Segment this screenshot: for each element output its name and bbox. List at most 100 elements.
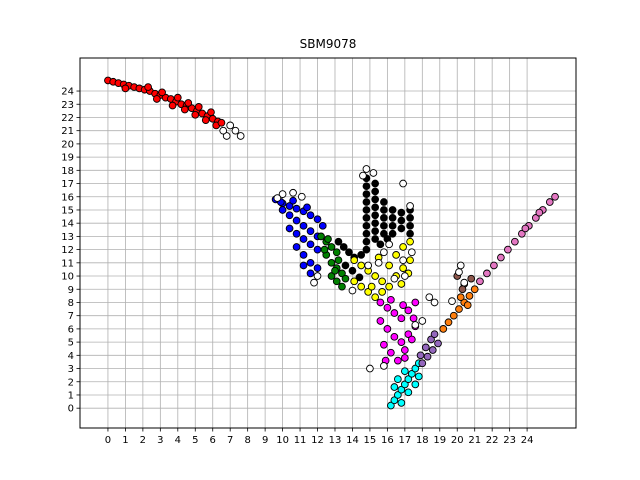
data-point-6-0 xyxy=(387,401,395,410)
data-point-1-27 xyxy=(318,221,327,230)
data-point-10-0 xyxy=(476,277,484,286)
data-point-5-0 xyxy=(376,298,385,307)
y-tick-label-23: 23 xyxy=(61,100,74,111)
data-point-10-4 xyxy=(504,245,512,254)
data-point-8-8 xyxy=(463,301,472,309)
data-point-4-19 xyxy=(367,282,376,291)
x-tick-label-18: 18 xyxy=(416,435,429,446)
data-point-6-5 xyxy=(404,375,413,383)
y-tick-label-1: 1 xyxy=(68,390,74,401)
y-tick-label-13: 13 xyxy=(61,232,74,243)
data-point-3-5 xyxy=(348,266,357,275)
y-tick-label-7: 7 xyxy=(68,311,74,322)
data-point-5-13 xyxy=(387,348,395,357)
data-point-5-6 xyxy=(376,317,385,325)
data-point-6-10 xyxy=(400,367,409,376)
data-point-3-18 xyxy=(371,187,380,196)
data-point-1-6 xyxy=(313,215,322,224)
y-tick-label-21: 21 xyxy=(61,126,74,137)
x-tick-label-11: 11 xyxy=(294,435,307,446)
x-tick-label-22: 22 xyxy=(486,435,499,446)
data-point-3-8 xyxy=(362,182,371,191)
data-point-11-0 xyxy=(226,121,235,130)
data-point-11-33 xyxy=(348,286,357,295)
data-point-5-15 xyxy=(400,346,409,354)
data-point-3-28 xyxy=(380,221,388,230)
x-tick-label-23: 23 xyxy=(503,435,516,446)
data-point-0-33 xyxy=(201,116,210,124)
data-point-4-10 xyxy=(385,282,393,291)
data-point-11-29 xyxy=(385,240,393,249)
data-point-0-30 xyxy=(168,101,177,110)
data-point-6-12 xyxy=(404,388,413,397)
series-9 xyxy=(453,272,476,294)
data-point-3-17 xyxy=(371,179,380,188)
data-point-11-26 xyxy=(366,364,374,373)
data-point-3-23 xyxy=(371,227,380,235)
data-point-0-23 xyxy=(158,88,166,97)
data-point-11-15 xyxy=(313,272,322,280)
y-tick-label-18: 18 xyxy=(61,166,74,177)
x-tick-label-5: 5 xyxy=(192,435,198,446)
data-point-10-2 xyxy=(490,261,498,270)
data-point-1-19 xyxy=(299,251,308,259)
data-point-3-25 xyxy=(380,198,388,206)
data-point-3-6 xyxy=(355,273,364,282)
data-point-3-35 xyxy=(397,216,406,225)
data-point-3-24 xyxy=(371,235,380,243)
y-tick-label-17: 17 xyxy=(61,179,74,190)
data-point-3-20 xyxy=(371,203,380,212)
y-tick-label-8: 8 xyxy=(68,298,74,309)
data-point-10-12 xyxy=(535,208,544,217)
data-point-0-24 xyxy=(173,93,182,102)
data-point-4-4 xyxy=(378,277,386,286)
data-point-2-12 xyxy=(334,256,343,265)
data-point-3-11 xyxy=(362,206,371,214)
data-point-8-6 xyxy=(470,285,479,294)
data-point-1-8 xyxy=(285,211,294,220)
y-tick-label-0: 0 xyxy=(68,404,74,415)
data-point-5-1 xyxy=(383,303,392,312)
data-point-8-3 xyxy=(455,305,463,313)
data-point-1-21 xyxy=(313,264,322,272)
data-point-10-13 xyxy=(521,224,530,233)
data-point-3-19 xyxy=(371,195,380,204)
y-tick-label-10: 10 xyxy=(61,272,74,283)
data-point-6-14 xyxy=(390,383,399,391)
data-point-4-14 xyxy=(392,251,400,259)
data-point-11-9 xyxy=(406,202,414,210)
data-point-11-8 xyxy=(399,179,407,188)
data-point-7-5 xyxy=(427,335,435,344)
data-point-6-4 xyxy=(400,380,409,389)
data-point-4-16 xyxy=(406,237,414,246)
data-point-9-2 xyxy=(467,274,476,283)
x-tick-label-12: 12 xyxy=(311,435,324,446)
data-point-3-14 xyxy=(362,229,371,238)
data-point-11-28 xyxy=(390,274,399,283)
data-point-2-9 xyxy=(332,277,341,286)
data-point-10-11 xyxy=(551,192,559,201)
data-point-8-1 xyxy=(444,318,453,327)
series-10 xyxy=(476,192,559,286)
data-point-1-9 xyxy=(292,216,301,225)
data-point-1-3 xyxy=(292,204,301,213)
data-point-3-38 xyxy=(406,214,414,222)
y-tick-label-6: 6 xyxy=(68,324,74,335)
series-8 xyxy=(439,285,479,333)
data-point-11-22 xyxy=(430,298,439,307)
data-point-11-25 xyxy=(411,321,420,329)
data-point-7-2 xyxy=(428,346,437,354)
data-point-4-20 xyxy=(397,280,406,288)
data-point-3-13 xyxy=(362,221,371,230)
data-point-2-7 xyxy=(338,269,346,278)
data-point-1-24 xyxy=(289,196,297,205)
data-point-3-10 xyxy=(362,198,371,206)
y-tick-label-15: 15 xyxy=(61,205,74,216)
data-point-7-1 xyxy=(423,352,432,361)
data-point-4-12 xyxy=(399,264,407,272)
data-point-2-5 xyxy=(327,258,336,267)
data-point-8-5 xyxy=(465,292,474,300)
data-point-11-3 xyxy=(236,132,245,140)
chart-title: SBM9078 xyxy=(300,37,357,51)
